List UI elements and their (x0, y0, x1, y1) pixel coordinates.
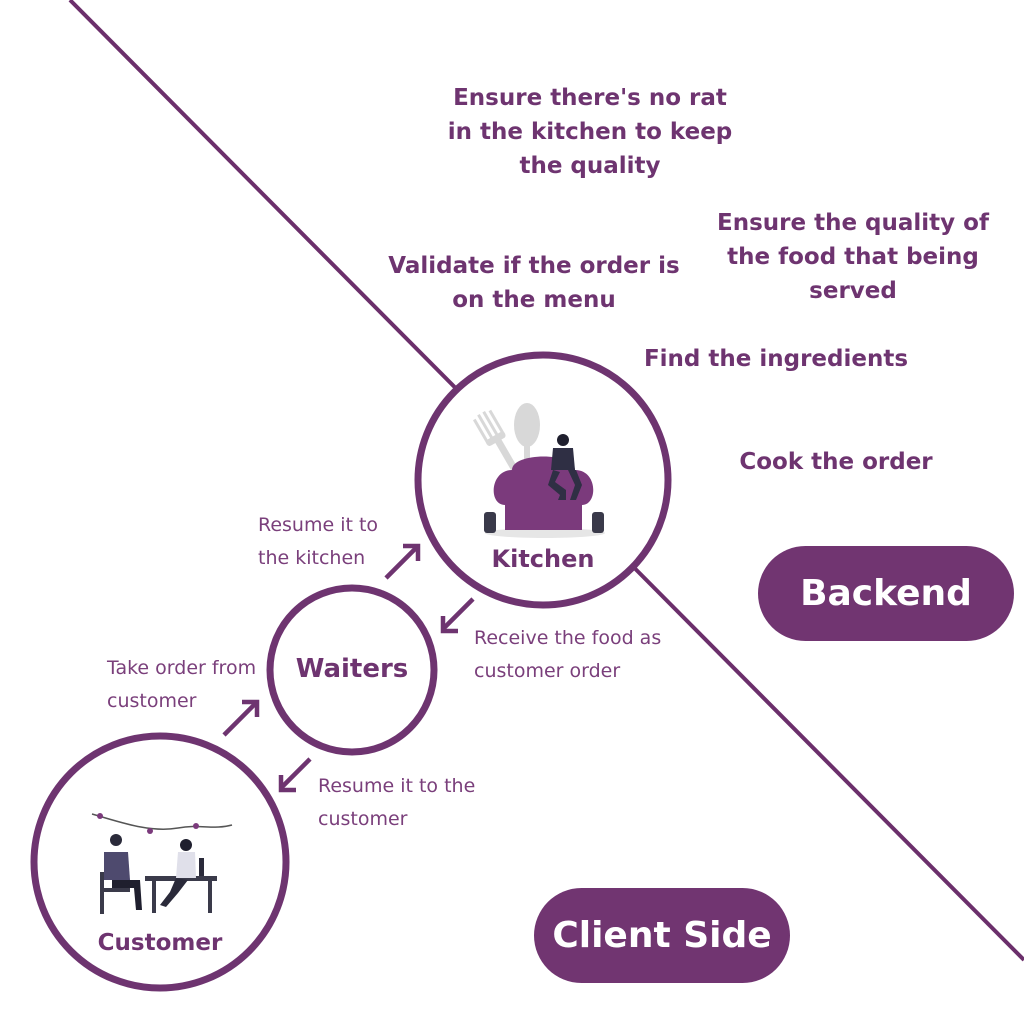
note-cook-order: Cook the order (739, 449, 933, 475)
arrow-to-kitchen (384, 543, 421, 580)
backend-badge: Backend (758, 546, 1014, 641)
note-find-ingredients: Find the ingredients (643, 346, 909, 372)
label-resume-to-kitchen: Resume it to the kitchen (258, 514, 379, 569)
client-side-badge: Client Side (534, 888, 790, 983)
arrow-to-customer (278, 757, 312, 793)
customer-label: Customer (97, 930, 223, 956)
kitchen-illustration (472, 403, 605, 538)
waiters-label: Waiters (295, 654, 409, 684)
customer-circle (30, 732, 290, 992)
note-food-quality: Ensure the quality of the food that bein… (716, 210, 989, 304)
waiters-circle (266, 584, 438, 756)
label-resume-to-customer: Resume it to the customer (318, 775, 476, 830)
note-no-rat: Ensure there's no rat in the kitchen to … (447, 85, 733, 179)
label-take-order: Take order from customer (107, 657, 257, 712)
kitchen-label: Kitchen (491, 545, 595, 573)
label-receive-food: Receive the food as customer order (474, 627, 662, 682)
arrow-to-waiters (222, 699, 260, 737)
customer-illustration (91, 813, 233, 914)
note-validate-order: Validate if the order is on the menu (388, 253, 680, 313)
arrow-from-kitchen (440, 597, 475, 634)
